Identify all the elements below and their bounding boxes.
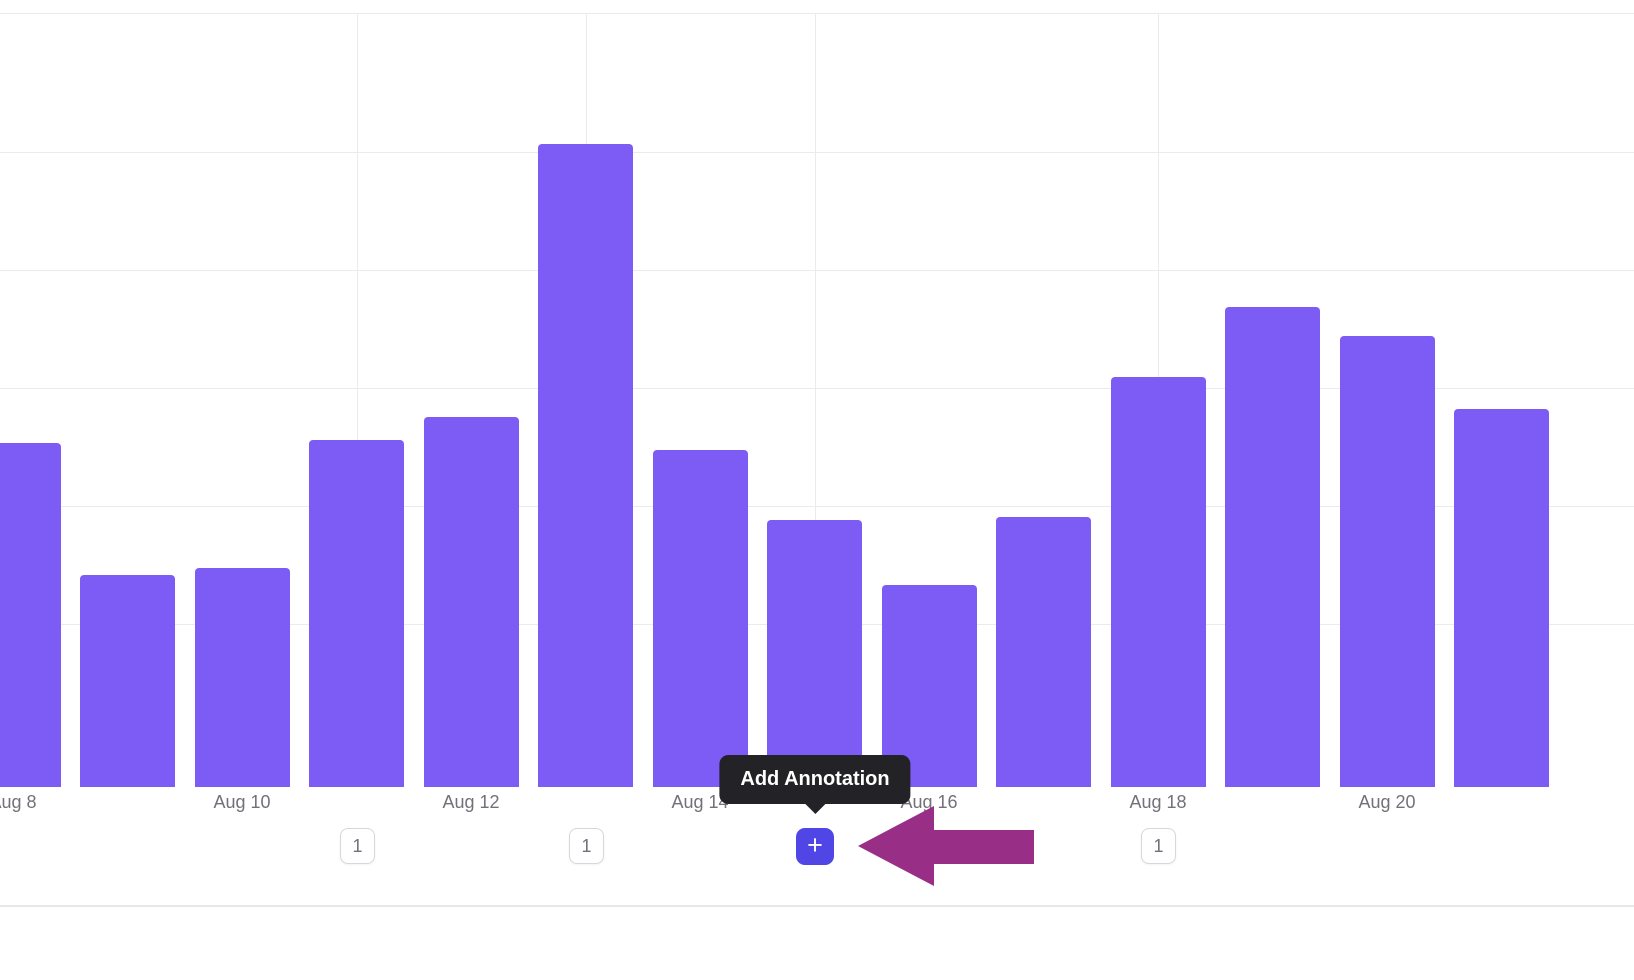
gridline-horizontal bbox=[0, 506, 1634, 507]
gridline-horizontal bbox=[0, 388, 1634, 389]
arrow-shape bbox=[858, 806, 1034, 886]
x-tick-label: Aug 8 bbox=[0, 792, 37, 812]
gridline-vertical bbox=[815, 13, 816, 787]
plus-icon: + bbox=[807, 829, 823, 860]
gridline-vertical bbox=[357, 13, 358, 787]
add-annotation-tooltip: Add Annotation bbox=[719, 755, 911, 814]
pointer-arrow bbox=[858, 806, 1034, 886]
bar-aug-9[interactable] bbox=[80, 575, 175, 787]
bar-aug-11[interactable] bbox=[309, 440, 404, 787]
bar-aug-21[interactable] bbox=[1454, 409, 1549, 787]
gridline-horizontal bbox=[0, 270, 1634, 271]
bar-aug-10[interactable] bbox=[195, 568, 290, 787]
gridline-horizontal bbox=[0, 13, 1634, 14]
x-tick-label: Aug 12 bbox=[442, 792, 500, 812]
tooltip-label: Add Annotation bbox=[740, 768, 890, 790]
gridline-horizontal bbox=[0, 152, 1634, 153]
annotation-count-badge[interactable]: 1 bbox=[569, 828, 604, 864]
bar-aug-12[interactable] bbox=[424, 417, 519, 787]
x-tick-label: Aug 20 bbox=[1358, 792, 1416, 812]
bar-aug-15[interactable] bbox=[767, 520, 862, 787]
add-annotation-button[interactable]: + bbox=[796, 828, 834, 865]
bar-aug-20[interactable] bbox=[1340, 336, 1435, 787]
bar-aug-16[interactable] bbox=[882, 585, 977, 787]
bar-aug-14[interactable] bbox=[653, 450, 748, 787]
annotation-count-badge[interactable]: 1 bbox=[1141, 828, 1176, 864]
bar-aug-18[interactable] bbox=[1111, 377, 1206, 787]
x-tick-label: Aug 14 bbox=[671, 792, 729, 812]
x-tick-label: Aug 18 bbox=[1129, 792, 1187, 812]
bar-aug-17[interactable] bbox=[996, 517, 1091, 787]
annotation-count-badge[interactable]: 1 bbox=[340, 828, 375, 864]
bar-aug-13[interactable] bbox=[538, 144, 633, 787]
x-tick-label: Aug 10 bbox=[213, 792, 271, 812]
bottom-divider bbox=[0, 905, 1634, 907]
bar-aug-19[interactable] bbox=[1225, 307, 1320, 787]
tooltip-caret bbox=[805, 804, 825, 814]
x-tick-label: Aug 16 bbox=[900, 792, 958, 812]
bar-aug-8[interactable] bbox=[0, 443, 61, 787]
